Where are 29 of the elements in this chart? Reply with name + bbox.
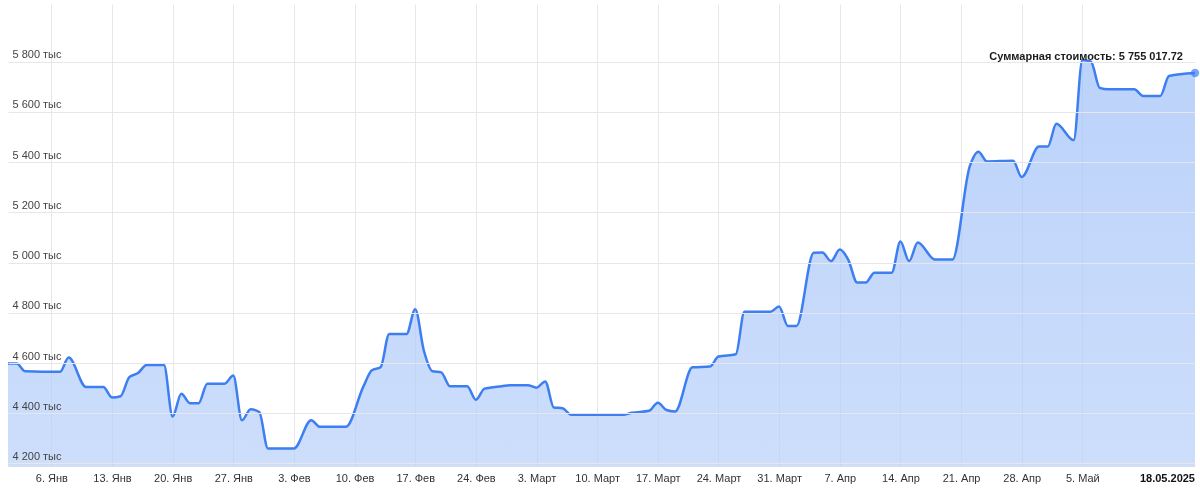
x-tick-label: 10. Фев [335, 471, 375, 484]
x-tick-label: 5. Май [1065, 471, 1100, 484]
y-tick-label: 4 800 тыс [12, 299, 63, 312]
annotation: 18.05.2025 [1139, 472, 1195, 484]
x-tick-label: 24. Фев [457, 471, 496, 484]
y-tick-label: 4 600 тыс [12, 349, 63, 362]
x-tick-label: 3. Фев [278, 471, 311, 484]
y-tick-label: 5 200 тыс [12, 198, 63, 211]
y-tick-label: 4 200 тыс [12, 449, 63, 462]
x-tick-label: 21. Апр [942, 471, 981, 484]
y-tick-label: 4 400 тыс [12, 399, 63, 412]
x-tick-label: 28. Апр [1003, 471, 1042, 484]
x-tick-label: 27. Янв [214, 471, 254, 484]
annotation: Суммарная стоимость: 5 755 017.72 [989, 50, 1183, 63]
y-tick-label: 5 400 тыс [12, 148, 63, 161]
y-tick-label: 5 000 тыс [12, 249, 63, 262]
y-tick-label: 5 600 тыс [12, 98, 63, 111]
x-tick-label: 17. Фев [396, 471, 436, 484]
y-tick-label: 5 800 тыс [12, 48, 63, 61]
x-tick-label: 6. Янв [35, 471, 69, 484]
x-tick-label: 3. Март [517, 471, 557, 484]
x-tick-label: 13. Янв [93, 471, 132, 484]
x-tick-label: 31. Март [757, 471, 802, 484]
x-tick-label: 14. Апр [882, 471, 920, 484]
x-tick-label: 20. Янв [154, 471, 193, 484]
x-tick-label: 17. Март [635, 471, 681, 484]
x-tick-label: 10. Март [575, 471, 620, 484]
x-tick-label: 24. Март [696, 471, 742, 484]
x-tick-label: 7. Апр [824, 471, 857, 484]
